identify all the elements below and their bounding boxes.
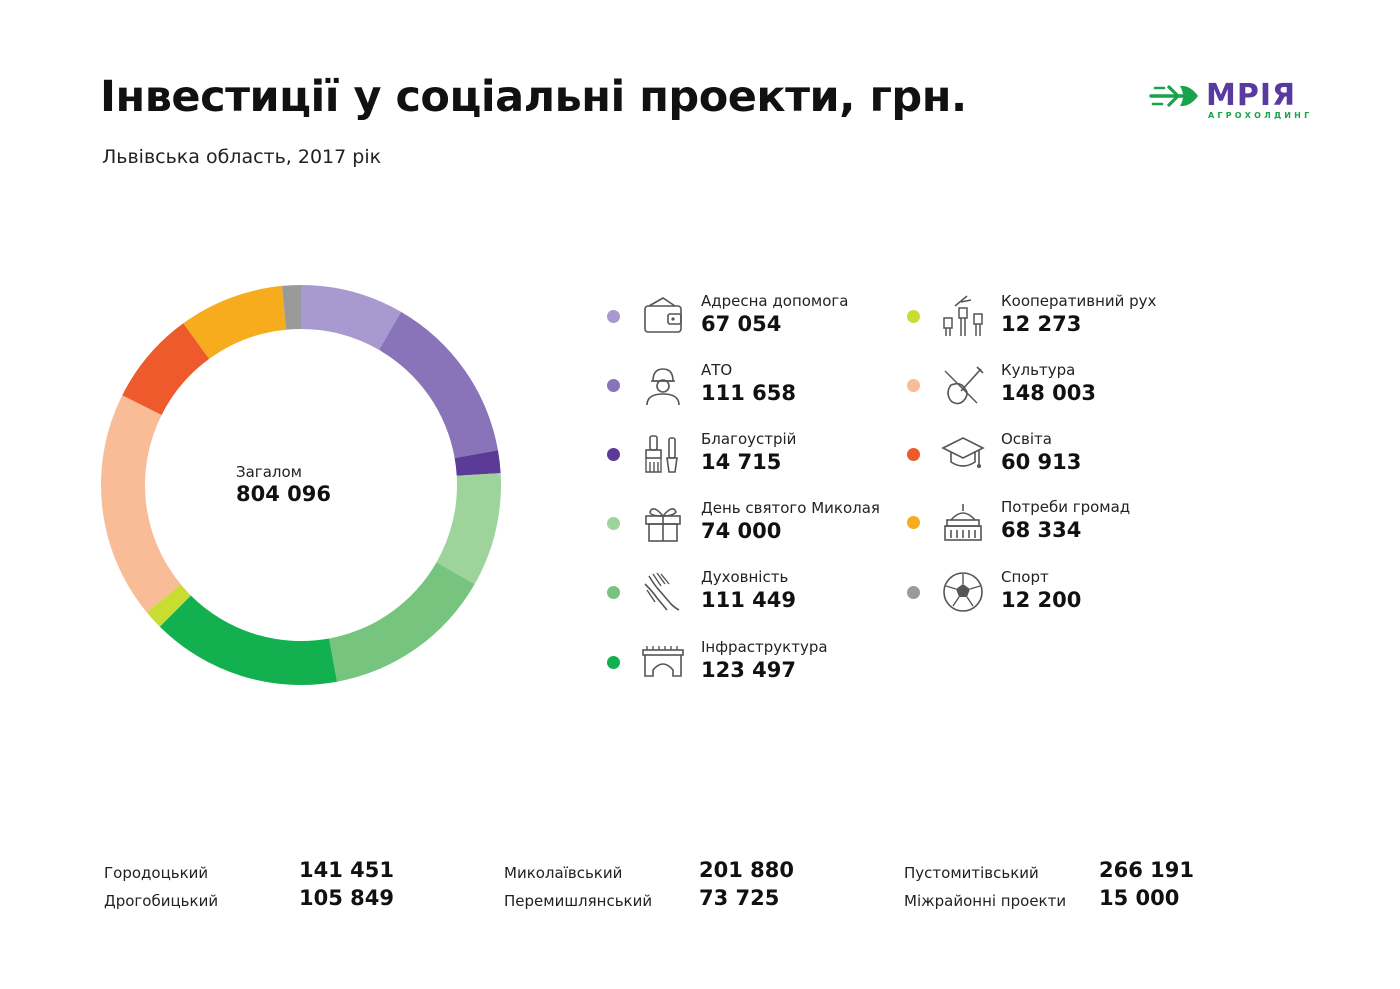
legend-swatch [607,310,620,323]
donut-slice-9 [122,323,210,415]
donut-slice-5 [329,562,475,682]
legend-swatch [607,448,620,461]
district-value: 15 000 [1099,886,1180,910]
bridge-icon [642,646,684,677]
legend-swatch [907,586,920,599]
praying-hands-icon [644,572,680,611]
district-name: Пустомитівський [904,864,1039,882]
donut-slice-11 [281,285,301,330]
district-name: Дрогобицький [104,892,219,910]
district-value: 73 725 [699,886,780,910]
graduation-cap-icon [941,437,985,468]
brand-logo: МРІЯ АГРОХОЛДИНГ [1148,78,1309,122]
logo-wordmark: МРІЯ [1206,78,1297,113]
donut-svg [101,285,501,685]
legend-label: Благоустрій [701,430,797,448]
district-value: 266 191 [1099,858,1194,882]
wheat-arrow-logo-icon [1149,84,1198,108]
legend-value: 123 497 [701,658,796,682]
district-name: Міжрайонні проекти [904,892,1067,910]
soccer-ball-icon [943,572,983,612]
legend-value: 74 000 [701,519,782,543]
district-value: 201 880 [699,858,794,882]
legend-label: Освіта [1001,430,1052,448]
legend-value: 68 334 [1001,518,1082,542]
legend-value: 60 913 [1001,450,1082,474]
donut-slice-8 [101,395,181,613]
wallet-icon [644,297,682,333]
donut-slice-6 [159,595,338,685]
town-hall-icon [944,504,982,541]
district-name: Городоцький [104,864,209,882]
legend-label: АТО [701,361,733,379]
legend-swatch [907,310,920,323]
legend-value: 148 003 [1001,381,1096,405]
gift-icon [645,508,681,542]
legend-swatch [607,517,620,530]
total-value: 804 096 [236,482,331,506]
page-subtitle: Львівська область, 2017 рік [102,146,382,168]
legend-value: 12 200 [1001,588,1082,612]
legend-label: Культура [1001,361,1076,379]
total-label: Загалом [236,463,302,481]
legend-swatch [907,448,920,461]
legend-value: 12 273 [1001,312,1082,336]
raised-fists-icon [943,295,983,336]
legend-swatch [607,379,620,392]
district-name: Перемишлянський [504,892,653,910]
soldier-icon [646,368,680,406]
legend-label: Духовність [701,568,789,586]
legend-swatch [907,516,920,529]
legend-value: 111 658 [701,381,796,405]
page-title: Інвестиції у соціальні проекти, грн. [100,72,967,122]
chart-total: Загалом 804 096 [236,463,331,506]
paint-brush-icon [645,435,678,473]
legend-value: 14 715 [701,450,782,474]
donut-slice-4 [436,473,501,585]
legend-label: Потреби громад [1001,498,1131,516]
legend-label: Кооперативний рух [1001,292,1157,310]
legend-swatch [607,586,620,599]
legend-value: 111 449 [701,588,796,612]
legend-swatch [907,379,920,392]
district-value: 105 849 [299,886,394,910]
donut-slice-3 [454,450,501,476]
donut-slice-1 [301,285,402,350]
donut-slice-10 [183,285,287,359]
donut-chart: Загалом 804 096 [96,280,506,690]
legend-value: 67 054 [701,312,782,336]
logo-tagline: АГРОХОЛДИНГ [1208,111,1313,120]
donut-slice-2 [379,311,498,458]
violin-icon [944,366,984,405]
district-value: 141 451 [299,858,394,882]
donut-slice-7 [146,584,191,627]
legend-label: День святого Миколая [701,499,880,517]
legend-label: Спорт [1001,568,1049,586]
legend-label: Адресна допомога [701,292,849,310]
district-name: Миколаївський [504,864,623,882]
legend-label: Інфраструктура [701,638,828,656]
legend-swatch [607,656,620,669]
